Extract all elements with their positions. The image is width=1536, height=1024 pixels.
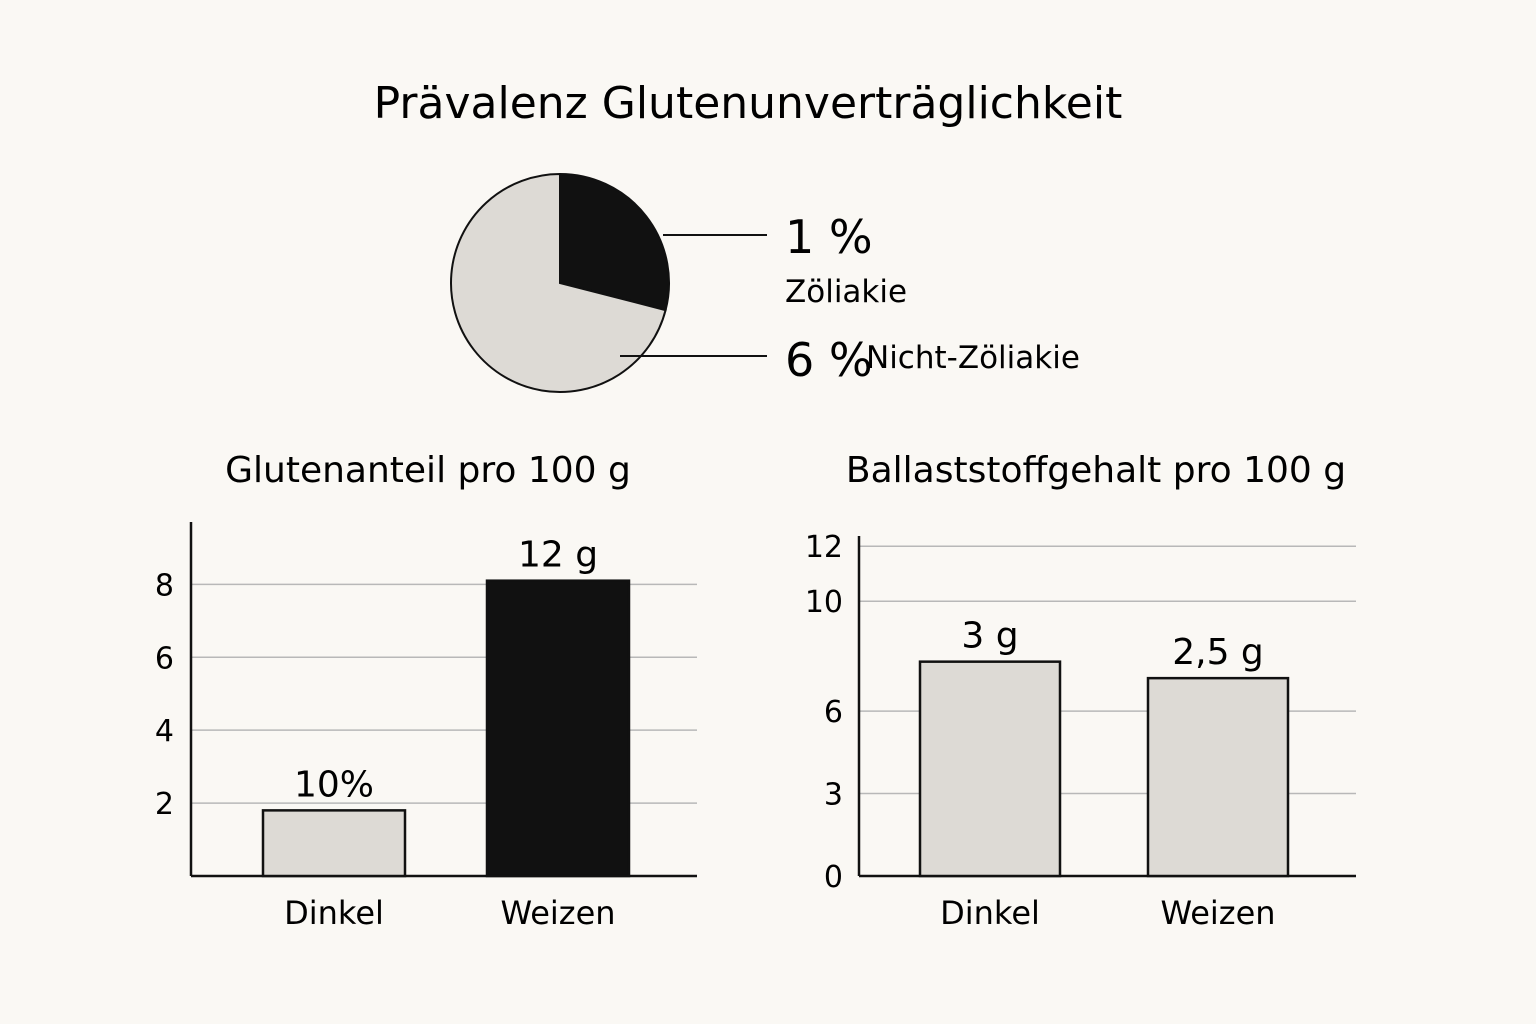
main-title: Prävalenz Glutenunverträglichkeit [374, 78, 1123, 129]
pie-slice-nicht-zoeliakie [450, 172, 667, 393]
y-tick-label: 0 [824, 860, 843, 895]
category-label-weizen: Weizen [1160, 894, 1275, 932]
gluten-chart-title: Glutenanteil pro 100 g [225, 450, 631, 491]
pie-label-nicht-zoeliakie: Nicht-Zöliakie [866, 340, 1080, 376]
gluten-bar-chart: 2 4 6 8 10% Dinkel 12 g Weizen [155, 522, 697, 932]
y-tick-label: 6 [824, 695, 843, 730]
bar-dinkel [918, 660, 1062, 878]
y-tick-label: 6 [155, 641, 174, 676]
bar-weizen [485, 579, 631, 878]
pie-pct-zoeliakie: 1 % [785, 210, 873, 264]
category-label-dinkel: Dinkel [284, 894, 384, 932]
fiber-chart-title: Ballaststoffgehalt pro 100 g [846, 450, 1346, 491]
pie-pct-nicht-zoeliakie: 6 % [785, 333, 873, 387]
data-label-dinkel: 3 g [961, 616, 1018, 657]
category-label-weizen: Weizen [500, 894, 615, 932]
pie-slice-zoeliakie [559, 172, 670, 312]
bar-weizen [1146, 676, 1290, 878]
data-label-weizen: 12 g [518, 535, 598, 576]
y-tick-label: 4 [155, 714, 174, 749]
bar-dinkel [261, 809, 407, 878]
fiber-bar-chart: 0 3 6 10 12 3 g Dinkel 2,5 g Weizen [805, 530, 1356, 932]
y-tick-label: 3 [824, 778, 843, 813]
pie-chart [450, 172, 670, 393]
y-tick-label: 10 [805, 585, 843, 620]
y-tick-label: 12 [805, 530, 843, 565]
category-label-dinkel: Dinkel [940, 894, 1040, 932]
data-label-dinkel: 10% [294, 764, 374, 805]
y-tick-label: 2 [155, 787, 174, 822]
y-tick-label: 8 [155, 568, 174, 603]
data-label-weizen: 2,5 g [1172, 632, 1264, 673]
pie-label-zoeliakie: Zöliakie [785, 274, 907, 310]
